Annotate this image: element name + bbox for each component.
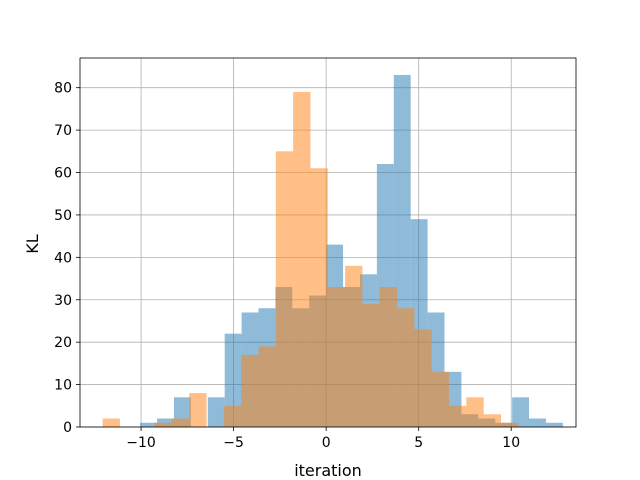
y-tick-label: 80 <box>54 81 72 97</box>
histogram-bar <box>362 304 380 427</box>
y-tick-label: 10 <box>54 378 72 394</box>
x-tick-label: 0 <box>322 435 331 451</box>
series-1 <box>102 91 519 428</box>
y-tick-label: 70 <box>54 123 72 139</box>
histogram-bar <box>241 354 259 427</box>
x-tick-label: −10 <box>126 435 156 451</box>
histogram-bar <box>483 414 502 427</box>
histogram-bar <box>512 397 530 427</box>
y-tick-label: 0 <box>63 420 72 436</box>
y-axis: 0 10 20 30 40 50 60 70 80 <box>54 81 80 436</box>
histogram-bar <box>310 168 328 427</box>
y-tick-label: 60 <box>54 166 72 182</box>
y-tick-label: 40 <box>54 250 72 266</box>
y-axis-label: KL <box>23 234 42 253</box>
histogram-bar <box>207 397 225 427</box>
x-tick-label: −5 <box>223 435 244 451</box>
histogram-bar <box>171 418 190 427</box>
histogram-bar <box>224 333 242 427</box>
histogram-bar <box>327 287 346 427</box>
y-tick-label: 30 <box>54 293 72 309</box>
histogram-bar <box>466 397 484 427</box>
histogram-bar <box>223 405 242 427</box>
histogram-bar <box>414 329 432 427</box>
bars <box>102 74 563 428</box>
histogram-bar <box>154 422 172 427</box>
x-axis: −10 −5 0 5 10 <box>126 427 520 451</box>
histogram-bar <box>293 91 311 428</box>
histogram-bar <box>501 422 519 427</box>
histogram-bar <box>397 308 415 427</box>
histogram-bar <box>379 287 398 427</box>
x-tick-label: 5 <box>414 435 423 451</box>
histogram-bar <box>275 151 294 427</box>
y-tick-label: 50 <box>54 208 72 224</box>
x-axis-label: iteration <box>294 461 362 480</box>
histogram-bar <box>140 422 158 427</box>
histogram-bar <box>102 418 120 427</box>
histogram-bar <box>449 405 467 427</box>
x-tick-label: 10 <box>502 435 520 451</box>
histogram-bar <box>545 422 563 427</box>
plot-frame <box>79 57 577 428</box>
histogram-bar <box>258 346 276 427</box>
y-tick-label: 20 <box>54 335 72 351</box>
histogram-bar <box>529 418 546 427</box>
histogram-bar <box>345 265 363 427</box>
histogram-bar <box>431 371 450 427</box>
histogram-bar <box>189 393 207 427</box>
